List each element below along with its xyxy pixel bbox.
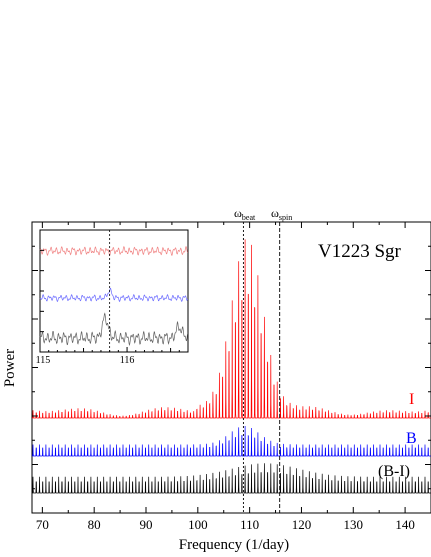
marker-label-spin: ωspin — [271, 206, 292, 222]
series-line-2 — [32, 425, 431, 457]
x-tick-label: 70 — [36, 517, 49, 532]
x-axis-label: Frequency (1/day) — [179, 537, 289, 553]
inset-ticks: 115 116 — [36, 249, 189, 366]
inset-series-line-1 — [39, 245, 188, 257]
series-label-b-minus-i: (B-I) — [378, 463, 410, 480]
x-tick-label: 140 — [395, 517, 415, 532]
series-label-b: B — [406, 430, 417, 447]
x-tick-label: 100 — [188, 517, 208, 532]
marker-beat-symbol: ω — [234, 206, 242, 220]
inset-series-layer — [39, 245, 189, 347]
inset-x-tick-label: 116 — [120, 355, 135, 366]
series-line-3 — [32, 463, 431, 494]
marker-beat-subscript: beat — [242, 213, 256, 222]
y-axis-ticks — [32, 245, 431, 490]
marker-spin-symbol: ω — [271, 206, 279, 220]
x-tick-label: 110 — [240, 517, 259, 532]
marker-label-beat: ωbeat — [234, 206, 256, 222]
x-axis-ticks: 70 80 90 100 110 120 130 140 — [36, 222, 431, 532]
inset-series-line-2 — [39, 287, 189, 303]
chart-title: V1223 Sgr — [318, 241, 402, 262]
series-label-i: I — [409, 391, 414, 408]
inset-series-line-3 — [39, 312, 189, 347]
series-layer — [32, 239, 431, 494]
marker-layer — [242, 222, 281, 513]
x-tick-label: 120 — [292, 517, 312, 532]
y-axis-label: Power — [2, 349, 18, 387]
marker-spin-subscript: spin — [279, 213, 292, 222]
x-tick-label: 130 — [344, 517, 364, 532]
series-line-1 — [32, 239, 431, 419]
inset-zoom-panel: 115 116 — [36, 229, 189, 366]
inset-x-tick-label: 115 — [36, 355, 51, 366]
x-tick-label: 80 — [88, 517, 101, 532]
x-tick-label: 90 — [140, 517, 153, 532]
